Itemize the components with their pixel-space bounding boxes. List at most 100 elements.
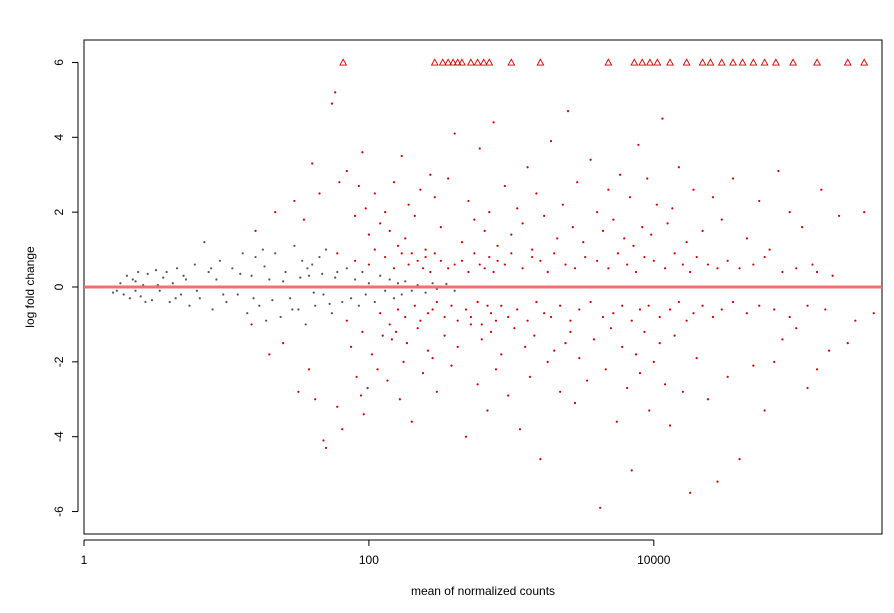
point-not-significant xyxy=(203,240,206,244)
point-not-significant xyxy=(211,308,214,311)
point-significant xyxy=(433,252,436,255)
point-significant xyxy=(338,181,341,184)
point-significant xyxy=(626,263,629,266)
point-significant xyxy=(334,91,337,94)
point-significant xyxy=(628,196,632,199)
point-significant xyxy=(820,188,823,191)
point-significant xyxy=(359,394,363,397)
point-not-significant xyxy=(231,267,234,270)
point-significant xyxy=(364,207,367,210)
point-significant xyxy=(795,267,798,270)
capped-point xyxy=(339,58,348,66)
point-significant xyxy=(416,327,419,330)
point-significant xyxy=(556,237,559,240)
point-significant xyxy=(483,229,486,232)
point-significant xyxy=(353,259,357,262)
point-significant xyxy=(410,420,413,423)
point-significant xyxy=(827,349,831,352)
point-significant xyxy=(612,218,615,221)
point-significant xyxy=(489,312,493,315)
point-not-significant xyxy=(218,259,222,262)
point-not-significant xyxy=(357,304,360,307)
point-not-significant xyxy=(239,272,242,276)
y-tick-label: -4 xyxy=(52,431,66,442)
point-significant xyxy=(469,315,472,319)
point-significant xyxy=(464,308,468,311)
point-significant xyxy=(638,308,642,311)
point-not-significant xyxy=(119,282,122,285)
point-not-significant xyxy=(392,297,396,300)
point-significant xyxy=(564,342,567,345)
point-significant xyxy=(314,398,317,401)
point-significant xyxy=(274,211,277,214)
point-significant xyxy=(623,237,626,240)
point-significant xyxy=(478,263,481,266)
point-significant xyxy=(404,315,407,319)
point-significant xyxy=(419,319,422,322)
point-significant xyxy=(658,342,661,345)
point-significant xyxy=(652,259,655,262)
point-significant xyxy=(433,196,436,199)
point-not-significant xyxy=(345,267,348,270)
point-significant xyxy=(376,368,379,371)
point-significant xyxy=(671,207,674,210)
point-not-significant xyxy=(453,289,456,292)
point-not-significant xyxy=(188,304,191,307)
point-significant xyxy=(599,506,602,509)
point-significant xyxy=(488,255,491,259)
point-significant xyxy=(685,319,688,322)
point-significant xyxy=(604,368,607,371)
point-significant xyxy=(738,458,741,461)
capped-point xyxy=(507,58,516,66)
point-significant xyxy=(546,270,549,274)
capped-point xyxy=(473,58,482,66)
point-significant xyxy=(716,267,719,270)
y-tick-label: 2 xyxy=(52,208,66,215)
point-significant xyxy=(473,252,476,255)
point-significant xyxy=(492,270,495,274)
point-not-significant xyxy=(293,244,296,247)
point-significant xyxy=(641,226,644,229)
point-significant xyxy=(854,319,857,322)
point-significant xyxy=(388,229,391,232)
point-not-significant xyxy=(322,293,325,296)
point-not-significant xyxy=(400,293,403,296)
capped-point xyxy=(430,58,439,66)
point-not-significant xyxy=(304,323,307,326)
point-significant xyxy=(795,327,798,330)
y-tick-label: 4 xyxy=(52,134,66,141)
point-not-significant xyxy=(289,297,292,300)
point-not-significant xyxy=(144,300,147,304)
point-significant xyxy=(650,233,653,236)
point-significant xyxy=(341,428,344,431)
point-significant xyxy=(282,342,285,345)
point-significant xyxy=(431,308,434,311)
point-not-significant xyxy=(137,270,140,274)
point-not-significant xyxy=(364,293,367,296)
point-significant xyxy=(503,184,506,188)
point-significant xyxy=(398,398,401,401)
point-significant xyxy=(706,263,710,266)
point-significant xyxy=(533,334,536,337)
point-significant xyxy=(494,368,498,371)
point-significant xyxy=(456,345,459,348)
point-not-significant xyxy=(193,263,196,266)
point-significant xyxy=(578,308,581,311)
point-significant xyxy=(516,207,519,210)
point-not-significant xyxy=(424,291,427,294)
point-not-significant xyxy=(336,270,339,274)
point-significant xyxy=(634,353,638,356)
point-not-significant xyxy=(134,280,137,283)
point-significant xyxy=(293,199,296,203)
point-significant xyxy=(549,315,553,319)
point-significant xyxy=(768,248,771,251)
point-not-significant xyxy=(258,304,261,307)
point-significant xyxy=(677,166,680,169)
point-significant xyxy=(429,173,432,176)
point-not-significant xyxy=(115,289,118,292)
point-significant xyxy=(429,270,432,274)
point-not-significant xyxy=(367,282,370,285)
point-not-significant xyxy=(254,255,257,259)
point-not-significant xyxy=(271,298,274,302)
